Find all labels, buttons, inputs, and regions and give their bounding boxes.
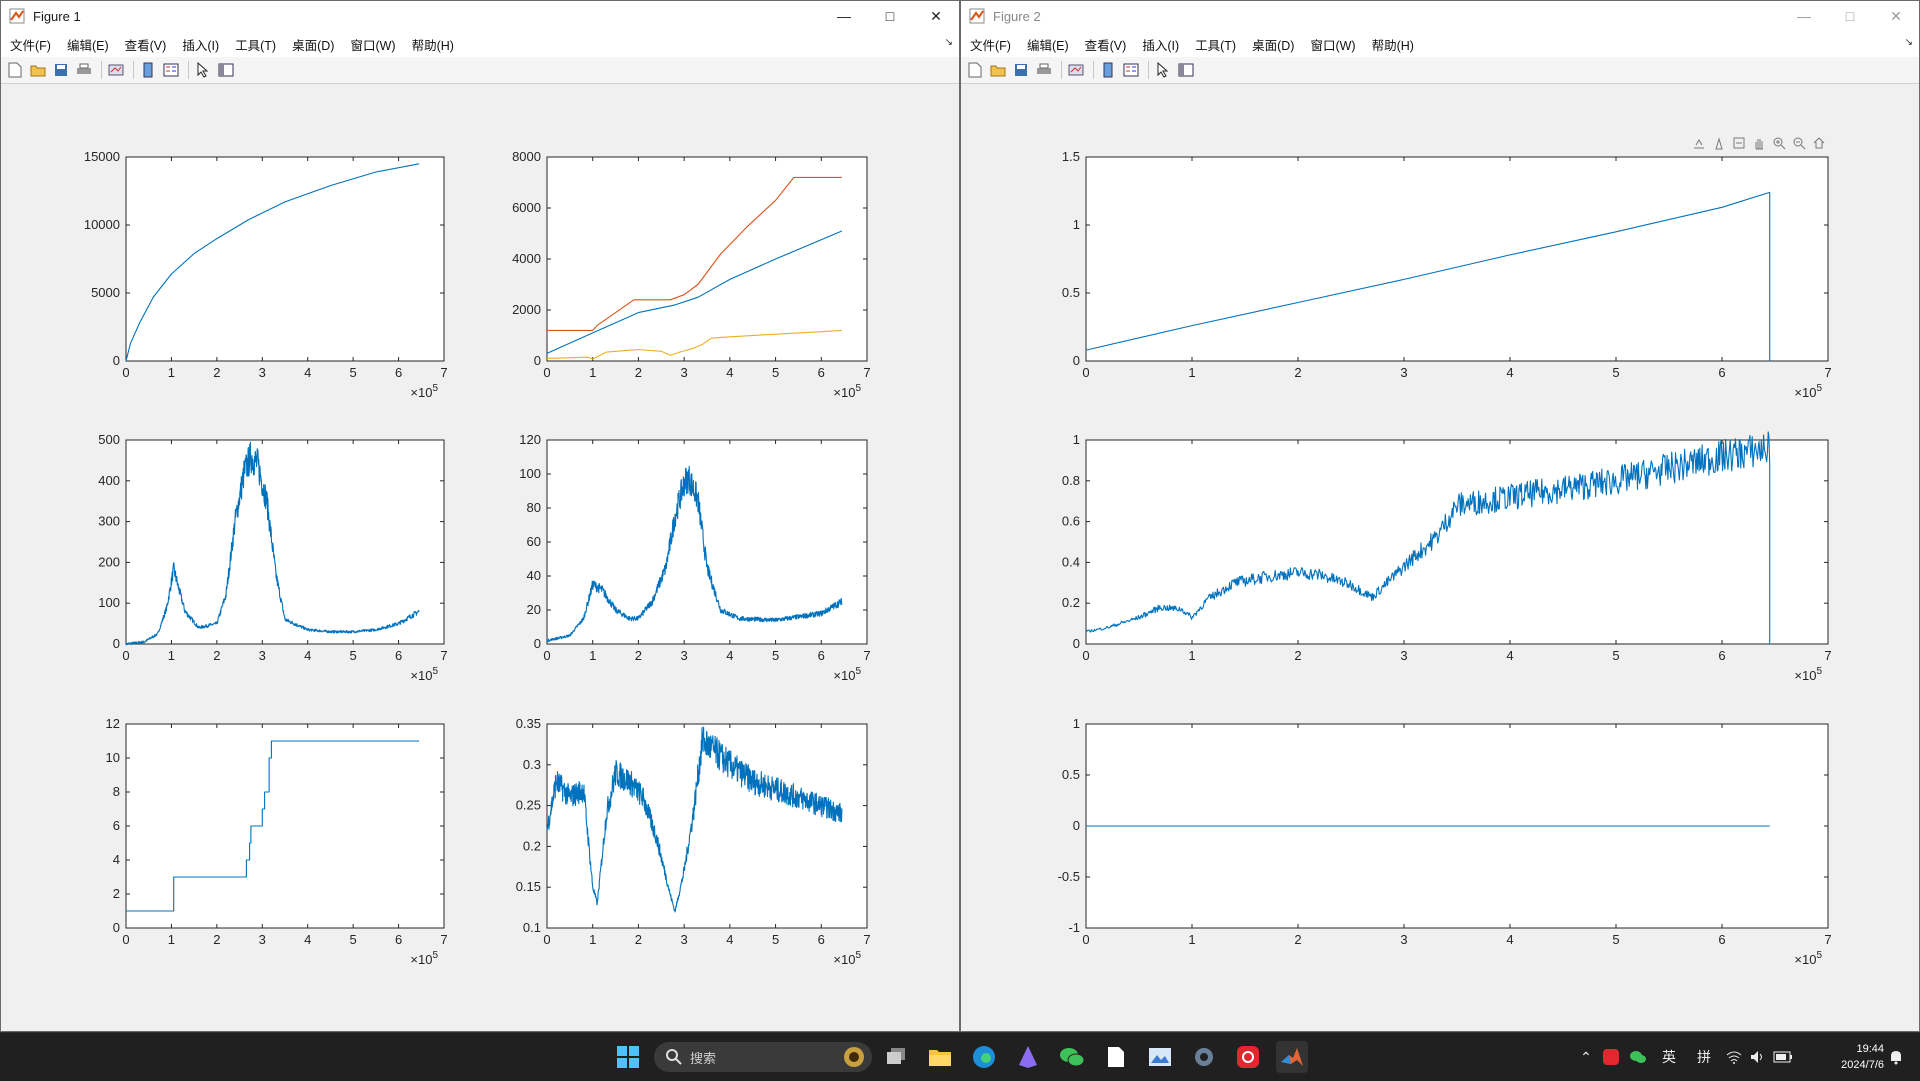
menu-view[interactable]: 查看(V) — [124, 38, 167, 53]
figure1-toolbar — [1, 57, 959, 84]
figure2-window: Figure 2 — □ ✕ 文件(F) 编辑(E) 查看(V) 插入(I) 工… — [960, 0, 1920, 1032]
menu-help[interactable]: 帮助(H) — [1371, 38, 1414, 53]
netease-music-icon[interactable] — [1232, 1041, 1264, 1073]
windows-start-icon[interactable] — [612, 1041, 644, 1073]
menu-help[interactable]: 帮助(H) — [411, 38, 454, 53]
figure2-title: Figure 2 — [993, 8, 1041, 24]
print-icon[interactable] — [74, 60, 94, 80]
menu-desktop[interactable]: 桌面(D) — [292, 38, 335, 53]
tray-netease-icon[interactable] — [1598, 1049, 1624, 1065]
save-icon[interactable] — [51, 60, 71, 80]
menu-edit[interactable]: 编辑(E) — [1026, 38, 1069, 53]
file-explorer-icon[interactable] — [924, 1041, 956, 1073]
menu-insert[interactable]: 插入(I) — [1142, 38, 1180, 53]
maximize-button[interactable]: □ — [1845, 8, 1855, 24]
export-icon[interactable] — [1690, 134, 1708, 152]
minimize-button[interactable]: — — [837, 8, 851, 24]
zoom-in-icon[interactable] — [1770, 134, 1788, 152]
pointer-icon[interactable] — [1153, 60, 1173, 80]
property-editor-icon[interactable] — [1176, 60, 1196, 80]
menu-tools[interactable]: 工具(T) — [235, 38, 277, 53]
brush-icon[interactable] — [1710, 134, 1728, 152]
matlab-icon — [969, 8, 985, 24]
clock-date: 2024/7/6 — [1841, 1059, 1884, 1071]
edge-browser-icon[interactable] — [968, 1041, 1000, 1073]
open-file-icon[interactable] — [988, 60, 1008, 80]
axes-toolbar — [1690, 134, 1828, 152]
print-icon[interactable] — [1034, 60, 1054, 80]
figure1-menubar: 文件(F) 编辑(E) 查看(V) 插入(I) 工具(T) 桌面(D) 窗口(W… — [1, 31, 959, 57]
menu-window[interactable]: 窗口(W) — [1310, 38, 1356, 53]
pan-icon[interactable] — [1750, 134, 1768, 152]
link-plot-icon[interactable] — [1066, 60, 1086, 80]
new-figure-icon[interactable] — [5, 60, 25, 80]
tray-overflow-chevron-icon[interactable]: ⌃ — [1580, 1048, 1592, 1065]
open-file-icon[interactable] — [28, 60, 48, 80]
close-button[interactable]: ✕ — [1890, 7, 1902, 24]
task-view-icon[interactable] — [880, 1041, 912, 1073]
notification-bell-icon[interactable] — [1884, 1041, 1908, 1073]
wechat-icon[interactable] — [1056, 1041, 1088, 1073]
search-label: 搜索 — [690, 1050, 717, 1066]
menu-view[interactable]: 查看(V) — [1084, 38, 1127, 53]
menu-insert[interactable]: 插入(I) — [182, 38, 220, 53]
volume-icon[interactable] — [1746, 1050, 1770, 1064]
save-icon[interactable] — [1011, 60, 1031, 80]
figure1-window: Figure 1 — □ ✕ 文件(F) 编辑(E) 查看(V) 插入(I) 工… — [0, 0, 960, 1032]
maximize-button[interactable]: □ — [885, 8, 895, 24]
figure1-title: Figure 1 — [33, 8, 81, 24]
document-icon[interactable] — [1100, 1041, 1132, 1073]
clock[interactable]: 19:44 2024/7/6 — [1841, 1041, 1884, 1073]
figure2-titlebar[interactable]: Figure 2 — □ ✕ — [961, 1, 1919, 31]
dock-arrow-icon[interactable]: ↘ — [944, 37, 953, 48]
taskbar: 搜索 ⌃ 英 拼 19:44 2024/7/6 — [0, 1032, 1920, 1081]
menu-file[interactable]: 文件(F) — [10, 38, 51, 53]
matlab-icon — [9, 8, 25, 24]
property-editor-icon[interactable] — [216, 60, 236, 80]
colorbar-icon[interactable] — [138, 60, 158, 80]
tray-wechat-icon[interactable] — [1624, 1049, 1652, 1065]
taskbar-search[interactable]: 搜索 — [654, 1042, 872, 1072]
clock-time: 19:44 — [1856, 1043, 1884, 1055]
legend-icon[interactable] — [161, 60, 181, 80]
zoom-out-icon[interactable] — [1790, 134, 1808, 152]
ime-mode[interactable]: 拼 — [1697, 1049, 1711, 1065]
menu-window[interactable]: 窗口(W) — [350, 38, 396, 53]
search-icon — [666, 1049, 682, 1065]
purple-app-icon[interactable] — [1012, 1041, 1044, 1073]
system-tray: ⌃ 英 拼 — [1574, 1033, 1796, 1081]
figure2-toolbar — [961, 57, 1919, 84]
link-plot-icon[interactable] — [106, 60, 126, 80]
menu-tools[interactable]: 工具(T) — [1195, 38, 1237, 53]
legend-icon[interactable] — [1121, 60, 1141, 80]
minimize-button[interactable]: — — [1797, 8, 1811, 24]
photos-icon[interactable] — [1144, 1041, 1176, 1073]
pointer-icon[interactable] — [193, 60, 213, 80]
menu-edit[interactable]: 编辑(E) — [66, 38, 109, 53]
menu-desktop[interactable]: 桌面(D) — [1252, 38, 1295, 53]
figure2-menubar: 文件(F) 编辑(E) 查看(V) 插入(I) 工具(T) 桌面(D) 窗口(W… — [961, 31, 1919, 57]
settings-gear-icon[interactable] — [1188, 1041, 1220, 1073]
menu-file[interactable]: 文件(F) — [970, 38, 1011, 53]
search-highlight-icon — [844, 1047, 864, 1067]
figure1-titlebar[interactable]: Figure 1 — □ ✕ — [1, 1, 959, 31]
close-button[interactable]: ✕ — [930, 7, 942, 24]
colorbar-icon[interactable] — [1098, 60, 1118, 80]
new-figure-icon[interactable] — [965, 60, 985, 80]
datatip-icon[interactable] — [1730, 134, 1748, 152]
dock-arrow-icon[interactable]: ↘ — [1904, 37, 1913, 48]
ime-language[interactable]: 英 — [1662, 1049, 1676, 1065]
home-icon[interactable] — [1810, 134, 1828, 152]
matlab-taskbar-icon[interactable] — [1276, 1041, 1308, 1073]
battery-icon[interactable] — [1770, 1051, 1796, 1063]
wifi-icon[interactable] — [1722, 1050, 1746, 1064]
